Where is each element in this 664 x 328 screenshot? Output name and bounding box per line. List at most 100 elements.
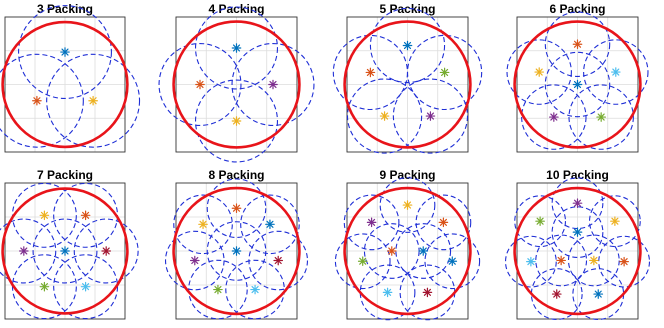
center-marker [619,256,629,267]
center-marker [593,289,604,299]
center-marker [268,79,278,90]
enclosing-circle [1,20,129,149]
center-marker [418,246,429,256]
packed-circle [0,53,84,148]
axes-box [346,182,469,320]
packed-circle [248,230,309,291]
packed-circle [530,268,583,320]
center-marker [439,67,450,78]
panel-title: 5 Packing [379,2,435,16]
center-marker [195,79,205,90]
center-marker [556,255,566,266]
center-marker [402,40,413,51]
packed-circle [346,78,423,154]
center-marker [572,198,583,208]
packed-circle [206,178,267,239]
panel-title: 3 Packing [37,2,93,16]
packed-circle [568,84,634,150]
center-marker [101,246,111,256]
packed-circle [334,233,391,290]
panel-title: 6 Packing [549,2,605,16]
enclosing-circle [172,186,301,316]
center-marker [198,219,208,230]
packing-panel: 5 Packing [332,2,483,154]
center-marker [596,112,606,122]
packed-circle [395,223,452,279]
packed-circle [158,42,242,127]
center-marker [39,281,50,292]
packed-circle [369,7,446,84]
packed-circle [18,5,112,100]
packed-circle [188,259,248,320]
packed-circle [535,234,588,287]
center-marker [231,43,242,53]
packed-circle [206,221,267,281]
center-marker [265,219,275,230]
packed-circle [415,194,472,251]
packed-circle [194,6,279,90]
axes-box [4,182,126,320]
packing-panel: 8 Packing [164,168,309,320]
packed-circle [46,53,141,148]
packed-circle [392,78,469,154]
center-marker [379,111,390,121]
center-marker [425,111,436,121]
center-marker [365,67,376,78]
enclosing-circle [343,20,472,149]
panel-title: 8 Packing [208,168,264,182]
center-marker [534,67,545,77]
packed-circle [544,51,611,118]
packed-circle [32,218,98,284]
center-marker [39,210,50,221]
center-marker [572,79,583,90]
enclosing-circle [343,186,472,316]
center-marker [32,95,42,106]
packed-circle [173,194,233,255]
panel-title: 4 Packing [208,2,264,16]
packing-panel: 3 Packing [0,2,141,153]
packed-circle [551,206,604,259]
axes-box [516,182,639,320]
center-marker [231,116,242,126]
packed-circle [225,259,285,320]
packed-circle [521,84,587,150]
packed-circle [406,34,483,111]
packed-circle [164,230,225,291]
packed-circle [379,177,436,233]
axes-box [175,16,298,153]
axes-box [346,16,469,153]
center-marker [273,255,284,266]
center-marker [610,216,620,226]
packed-circle [588,195,641,248]
center-marker [572,227,583,237]
enclosing-circle [172,20,301,149]
packing-panel: 6 Packing [506,2,649,153]
center-marker [549,112,559,122]
packing-panel: 10 Packing [504,168,651,320]
packed-circle [504,235,557,288]
center-marker [386,246,397,256]
packed-circle [240,194,300,255]
packed-circle [359,264,416,321]
panel-title: 9 Packing [379,168,435,182]
packed-circle [0,218,57,284]
axes-box [516,16,639,153]
grid [347,17,468,152]
center-marker [80,210,91,221]
panel-title: 10 Packing [546,168,609,182]
center-marker [250,284,260,295]
enclosing-circle [1,187,129,315]
center-marker [213,284,223,295]
packed-circle [343,194,400,251]
packing-panel: 4 Packing [158,2,315,163]
center-marker [88,95,98,106]
panel-title: 7 Packing [37,168,93,182]
packed-circle [194,79,279,163]
center-marker [231,203,242,214]
grid [5,17,125,152]
center-marker [610,67,621,77]
packed-circle [583,39,649,105]
axes-box [175,182,298,320]
center-marker [189,255,200,266]
